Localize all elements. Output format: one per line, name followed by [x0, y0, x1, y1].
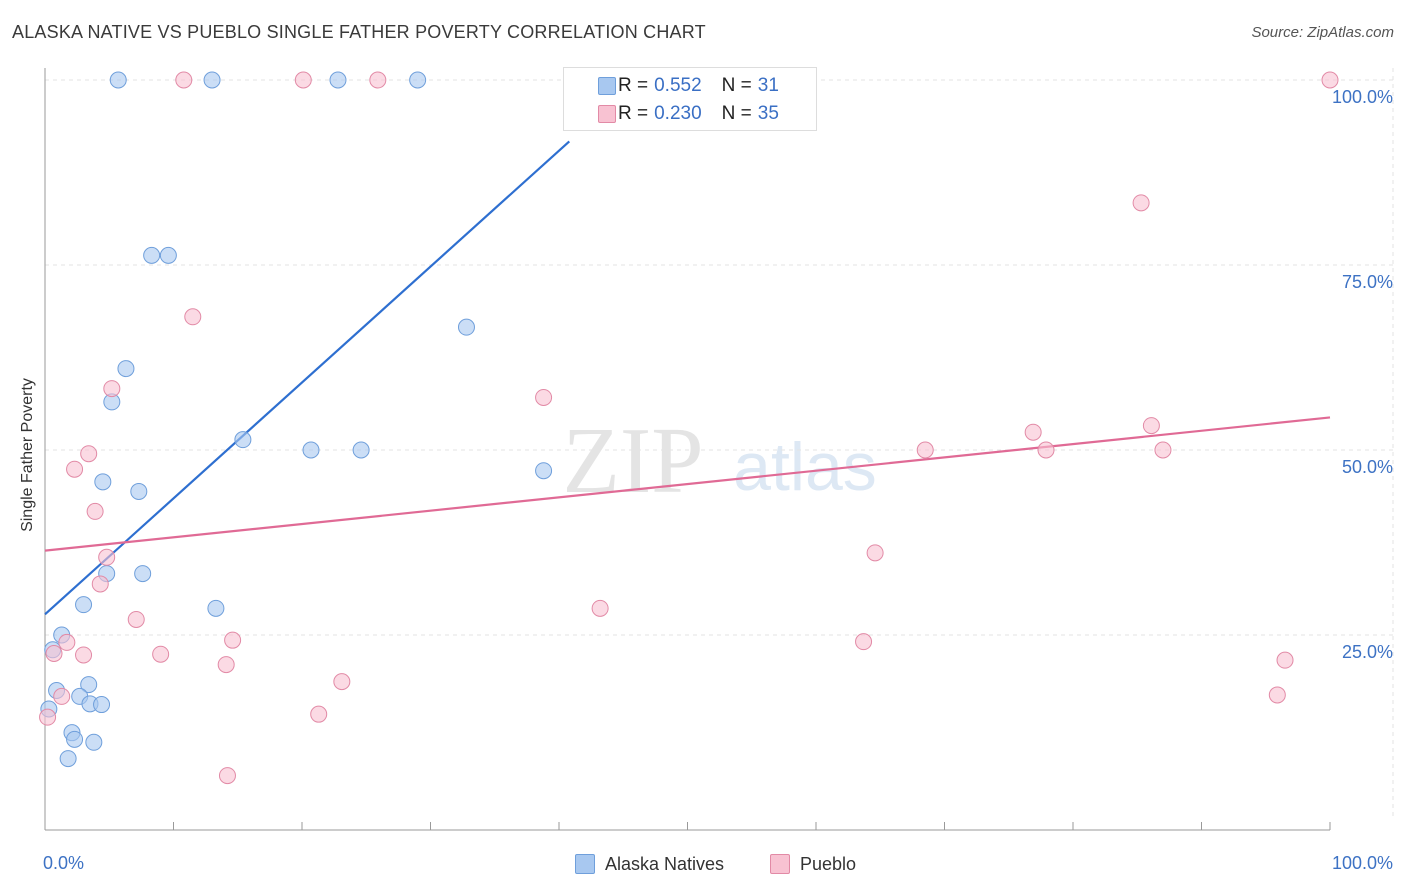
point-pueblo [1276, 651, 1294, 669]
point-pueblo [45, 645, 63, 662]
trend-lines [44, 140, 1331, 616]
alaska-natives-swatch [598, 77, 616, 95]
y-tick-label: 25.0% [1342, 642, 1393, 662]
point-alaska-natives [207, 599, 225, 617]
point-pueblo [75, 646, 93, 664]
point-pueblo [369, 71, 387, 89]
point-pueblo [294, 71, 312, 89]
data-points [39, 71, 1339, 785]
point-pueblo [91, 575, 109, 593]
point-pueblo [591, 599, 609, 617]
point-pueblo [218, 767, 236, 785]
r-label: R = [618, 103, 649, 124]
point-pueblo [103, 380, 121, 398]
legend-label: Alaska Natives [605, 853, 725, 874]
n-value: 35 [757, 103, 779, 124]
point-alaska-natives [234, 431, 252, 449]
point-alaska-natives [535, 462, 553, 480]
watermark-zip: ZIP [563, 409, 704, 513]
r-value: 0.552 [654, 75, 702, 96]
x-tick-label: 100.0% [1332, 853, 1393, 873]
point-pueblo [152, 645, 170, 663]
y-tick-label: 50.0% [1342, 457, 1393, 477]
point-alaska-natives [352, 441, 370, 459]
point-pueblo [333, 673, 351, 691]
point-alaska-natives [302, 441, 320, 459]
watermark: ZIP atlas [563, 409, 877, 513]
n-label: N = [721, 75, 752, 96]
point-pueblo [184, 308, 202, 326]
point-pueblo [1268, 686, 1286, 704]
stats-row-pueblo: R = 0.230 N = 35 [598, 102, 779, 126]
legend-label: Pueblo [800, 853, 857, 874]
point-alaska-natives [409, 71, 427, 89]
legend-swatch [575, 854, 595, 874]
point-pueblo [535, 388, 553, 406]
point-pueblo [1142, 417, 1160, 435]
y-tick-label: 100.0% [1332, 87, 1393, 107]
chart-title: ALASKA NATIVE VS PUEBLO SINGLE FATHER PO… [12, 22, 706, 42]
stats-row-alaska-natives: R = 0.552 N = 31 [598, 74, 779, 98]
point-pueblo [224, 631, 242, 649]
point-pueblo [39, 708, 57, 726]
point-pueblo [66, 460, 84, 478]
pueblo-swatch [598, 105, 616, 123]
trend-line-alaska-natives [44, 140, 571, 616]
point-alaska-natives [85, 733, 103, 751]
point-alaska-natives [66, 730, 84, 748]
source-credit: Source: ZipAtlas.com [1251, 24, 1394, 41]
point-alaska-natives [75, 596, 93, 614]
r-label: R = [618, 75, 649, 96]
point-alaska-natives [130, 482, 148, 500]
point-alaska-natives [143, 246, 161, 264]
point-pueblo [217, 656, 235, 674]
legend-item-alaska-natives[interactable]: Alaska Natives [575, 852, 724, 876]
legend-item-pueblo[interactable]: Pueblo [770, 852, 856, 876]
point-pueblo [86, 502, 104, 520]
point-pueblo [1024, 423, 1042, 441]
point-pueblo [916, 441, 934, 459]
point-alaska-natives [159, 246, 177, 264]
point-pueblo [866, 544, 884, 562]
point-pueblo [175, 71, 193, 89]
point-alaska-natives [93, 696, 111, 714]
r-value: 0.230 [654, 103, 702, 124]
point-pueblo [1132, 194, 1150, 212]
point-alaska-natives [329, 71, 347, 89]
point-pueblo [127, 610, 145, 628]
legend-swatch [770, 854, 790, 874]
point-pueblo [310, 705, 328, 723]
point-alaska-natives [80, 676, 98, 694]
point-pueblo [1037, 441, 1055, 459]
point-pueblo [855, 633, 873, 651]
n-value: 31 [757, 75, 779, 96]
point-pueblo [80, 445, 98, 463]
point-alaska-natives [94, 473, 112, 491]
point-alaska-natives [134, 565, 152, 583]
x-tick-label: 0.0% [43, 853, 84, 873]
n-label: N = [721, 103, 752, 124]
point-alaska-natives [59, 750, 77, 768]
trend-line-pueblo [44, 416, 1331, 552]
point-pueblo [98, 548, 116, 566]
point-alaska-natives [117, 360, 135, 378]
tick-labels: 25.0% 50.0% 75.0% 100.0% 0.0% 100.0% [43, 87, 1393, 873]
point-alaska-natives [203, 71, 221, 89]
point-pueblo [58, 633, 76, 651]
point-alaska-natives [457, 318, 475, 336]
point-pueblo [1154, 441, 1172, 459]
y-tick-label: 75.0% [1342, 272, 1393, 292]
point-pueblo [1321, 71, 1339, 89]
correlation-stats-box: R = 0.552 N = 31 R = 0.230 N = 35 [563, 67, 817, 131]
point-pueblo [53, 687, 71, 705]
point-alaska-natives [109, 71, 127, 89]
